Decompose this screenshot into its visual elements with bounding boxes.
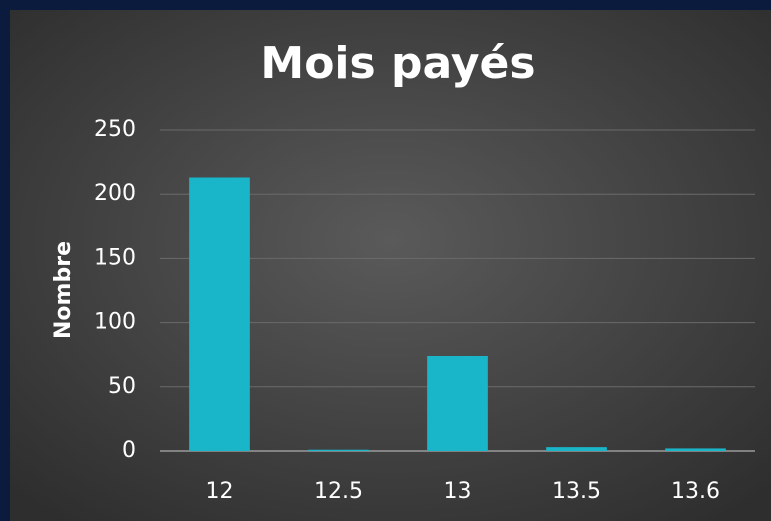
y-tick-label: 100 [94, 310, 136, 335]
x-tick-label: 13 [444, 479, 472, 504]
bar [189, 177, 250, 451]
bar [546, 447, 607, 451]
x-tick-label: 12.5 [314, 479, 363, 504]
bar [308, 449, 369, 451]
y-tick-label: 0 [122, 438, 136, 463]
y-tick-label: 200 [94, 181, 136, 206]
chart-title: Mois payés [260, 38, 535, 89]
bar [665, 448, 726, 451]
y-tick-label: 150 [94, 245, 136, 270]
x-tick-label: 13.5 [552, 479, 601, 504]
bar [427, 355, 488, 451]
x-tick-label: 13.6 [671, 479, 720, 504]
y-tick-label: 50 [108, 374, 136, 399]
panel [10, 10, 771, 521]
x-tick-label: 12 [206, 479, 234, 504]
y-tick-label: 250 [94, 117, 136, 142]
y-axis-label: Nombre [51, 241, 76, 339]
